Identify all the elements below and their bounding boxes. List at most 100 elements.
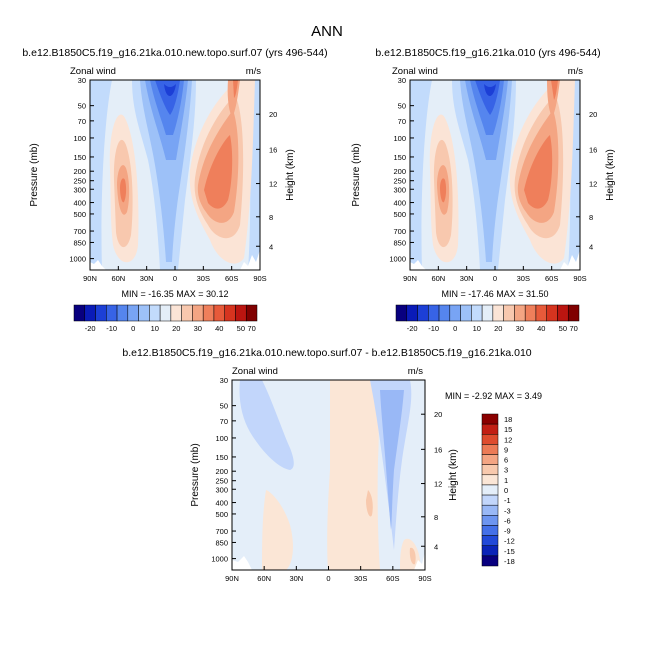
panel-a-colorbar-box bbox=[224, 304, 236, 322]
panel-a-colorbar-label: 50 bbox=[237, 324, 245, 333]
panel-a-contours bbox=[90, 80, 260, 270]
panel-c-ytick-label: 30 bbox=[220, 376, 228, 385]
panel-b-xtick-label: 60S bbox=[545, 274, 558, 283]
panel-c-ytick-label: 500 bbox=[215, 510, 228, 519]
panel-c-colorbar-label: 12 bbox=[504, 435, 512, 444]
panel-a-xtick-label: 90S bbox=[253, 274, 266, 283]
panel-a-ytick-right-label: 12 bbox=[269, 180, 277, 189]
panel-b-colorbar-box bbox=[417, 304, 429, 322]
panel-c-ytick-right-label: 12 bbox=[434, 480, 442, 489]
panel-b-ytick-right-label: 20 bbox=[589, 110, 597, 119]
panel-c-colorbar-label: -6 bbox=[504, 516, 511, 525]
panel-b-variable-label: Zonal wind bbox=[392, 66, 438, 77]
panel-a-ytick-label: 70 bbox=[78, 117, 86, 126]
panel-c-ytick-label: 50 bbox=[220, 402, 228, 411]
panel-b-colorbar-box bbox=[567, 304, 580, 322]
panel-a-xtick-label: 30S bbox=[197, 274, 210, 283]
panel-a-ytick-label: 100 bbox=[73, 134, 86, 143]
panel-a-ytick-label: 200 bbox=[73, 167, 86, 176]
panel-a-xtick-label: 60N bbox=[111, 274, 125, 283]
panel-c-ytick-label: 1000 bbox=[211, 555, 228, 564]
panel-b-ytick-label: 500 bbox=[393, 210, 406, 219]
panel-a-colorbar-label: 20 bbox=[172, 324, 180, 333]
panel-a: b.e12.B1850C5.f19_g16.21ka.010.new.topo.… bbox=[22, 47, 327, 333]
panel-c-title: b.e12.B1850C5.f19_g16.21ka.010.new.topo.… bbox=[122, 347, 531, 359]
panel-a-ytick-label: 30 bbox=[78, 76, 86, 85]
panel-a-colorbar-label: 70 bbox=[247, 324, 255, 333]
panel-b-colorbar-box bbox=[460, 304, 472, 322]
panel-a-xtick-label: 60S bbox=[225, 274, 238, 283]
panel-b-ytick-label: 70 bbox=[398, 117, 406, 126]
panel-b-colorbar-label: 70 bbox=[569, 324, 577, 333]
panel-b-colorbar-label: 40 bbox=[537, 324, 545, 333]
panel-c-ytick-label: 150 bbox=[215, 453, 228, 462]
panel-a-colorbar-box bbox=[170, 304, 182, 322]
panel-c-colorbar-box bbox=[481, 474, 499, 486]
panel-c-colorbar-box bbox=[481, 555, 499, 567]
panel-b-colorbar-label: 10 bbox=[473, 324, 481, 333]
panel-a-ytick-label: 150 bbox=[73, 153, 86, 162]
panel-a-minmax: MIN = -16.35 MAX = 30.12 bbox=[121, 289, 228, 299]
panel-c-colorbar-box bbox=[481, 545, 499, 557]
panel-c-xtick-label: 30N bbox=[289, 574, 303, 583]
panel-b-ytick-label: 850 bbox=[393, 238, 406, 247]
panel-b-xtick-label: 0 bbox=[493, 274, 497, 283]
panel-c-xtick-label: 0 bbox=[326, 574, 330, 583]
panel-c-colorbar-box bbox=[481, 515, 499, 526]
panel-b-ytick-label: 300 bbox=[393, 185, 406, 194]
panel-a-ytick-label: 700 bbox=[73, 227, 86, 236]
panel-a-ylabel: Pressure (mb) bbox=[29, 143, 40, 206]
panel-c-colorbar-box bbox=[481, 423, 499, 435]
panel-c-colorbar-box bbox=[481, 413, 499, 425]
panel-a-colorbar-label: 10 bbox=[151, 324, 159, 333]
panel-a-colorbar-box bbox=[95, 304, 107, 322]
panel-c-colorbar-box bbox=[481, 504, 499, 516]
panel-a-ytick-label: 250 bbox=[73, 177, 86, 186]
panel-c-minmax: MIN = -2.92 MAX = 3.49 bbox=[445, 391, 542, 401]
panel-a-title: b.e12.B1850C5.f19_g16.21ka.010.new.topo.… bbox=[22, 47, 327, 59]
panel-c-ytick-right-label: 4 bbox=[434, 542, 438, 551]
panel-b-title: b.e12.B1850C5.f19_g16.21ka.010 (yrs 496-… bbox=[375, 47, 600, 59]
panel-c-colorbar-label: 1 bbox=[504, 476, 508, 485]
panel-b-ytick-label: 250 bbox=[393, 177, 406, 186]
panel-b-ytick-right-label: 8 bbox=[589, 213, 593, 222]
panel-c-ylabel-right: Height (km) bbox=[448, 449, 459, 501]
panel-c-ytick-label: 100 bbox=[215, 434, 228, 443]
panel-c-ytick-label: 200 bbox=[215, 467, 228, 476]
panel-c-colorbar-box bbox=[481, 434, 499, 445]
panel-c-colorbar-label: -18 bbox=[504, 557, 515, 566]
panel-a-xtick-label: 30N bbox=[140, 274, 154, 283]
panel-c-colorbar-box bbox=[481, 525, 499, 536]
panel-c-colorbar-label: 0 bbox=[504, 486, 508, 495]
panel-c-colorbar-label: -3 bbox=[504, 506, 511, 515]
panel-a-colorbar-box bbox=[235, 304, 247, 322]
panel-b-colorbar-label: 0 bbox=[453, 324, 457, 333]
panel-c-colorbar-box bbox=[481, 484, 499, 496]
panel-a-ytick-right-label: 8 bbox=[269, 213, 273, 222]
panel-b-ytick-right-label: 16 bbox=[589, 145, 597, 154]
panel-b-colorbar-box bbox=[524, 304, 537, 322]
panel-c-units-label: m/s bbox=[408, 366, 424, 377]
panel-b-ytick-label: 400 bbox=[393, 199, 406, 208]
panel-b-colorbar-box bbox=[535, 304, 547, 322]
panel-a-colorbar-box bbox=[127, 304, 139, 322]
panel-a-ytick-label: 500 bbox=[73, 210, 86, 219]
panel-b-xtick-label: 30S bbox=[517, 274, 530, 283]
panel-b-ylabel: Pressure (mb) bbox=[351, 143, 362, 206]
panel-a-colorbar-label: 0 bbox=[131, 324, 135, 333]
panel-c-xtick-label: 60N bbox=[257, 574, 271, 583]
panel-a-xtick-label: 0 bbox=[173, 274, 177, 283]
panel-c-ytick-label: 300 bbox=[215, 485, 228, 494]
panel-a-xtick-label: 90N bbox=[83, 274, 97, 283]
panel-b-colorbar-box bbox=[428, 304, 440, 322]
panel-b-ytick-right-label: 4 bbox=[589, 242, 593, 251]
panel-a-ytick-label: 300 bbox=[73, 185, 86, 194]
panel-a-colorbar-box bbox=[245, 304, 258, 322]
panel-a-colorbar-box bbox=[213, 304, 225, 322]
panel-b-ytick-label: 1000 bbox=[389, 255, 406, 264]
panel-a-ytick-right-label: 16 bbox=[269, 145, 277, 154]
panel-b-colorbar-label: -20 bbox=[407, 324, 418, 333]
panel-c-colorbar-box bbox=[481, 444, 499, 455]
panel-b-ytick-label: 150 bbox=[393, 153, 406, 162]
